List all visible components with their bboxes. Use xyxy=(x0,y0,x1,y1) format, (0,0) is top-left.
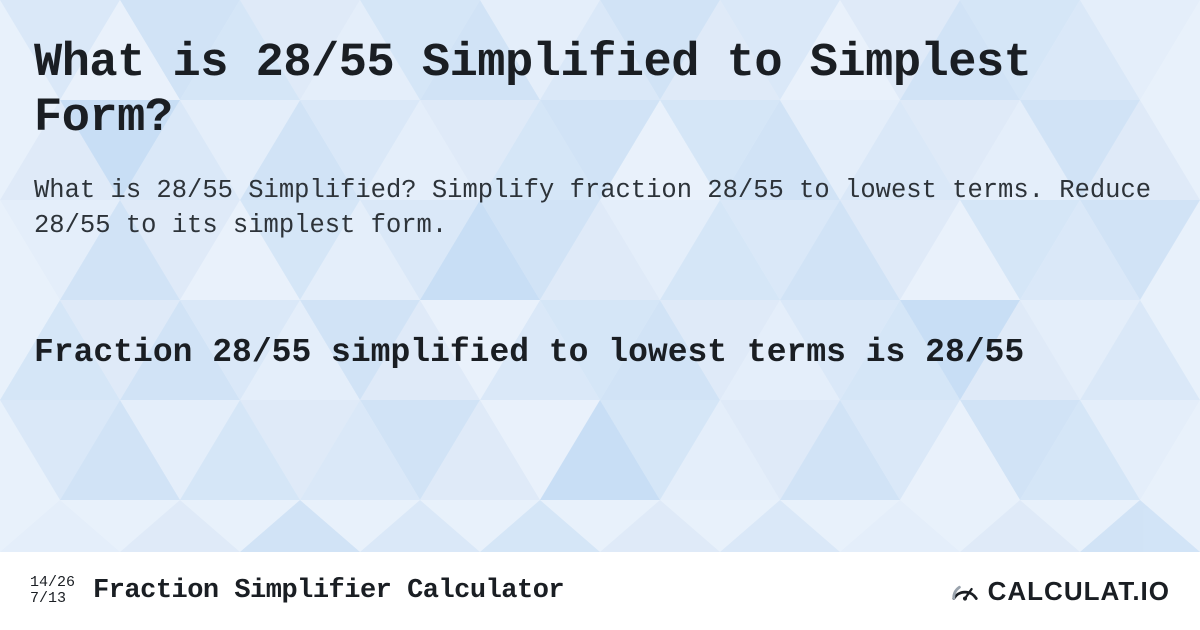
fraction-icon-top: 14/26 xyxy=(30,575,75,592)
footer-left: 14/26 7/13 Fraction Simplifier Calculato… xyxy=(30,575,564,608)
page-heading: What is 28/55 Simplified to Simplest For… xyxy=(34,36,1166,147)
footer-title: Fraction Simplifier Calculator xyxy=(93,576,564,606)
main-content: What is 28/55 Simplified to Simplest For… xyxy=(0,0,1200,375)
page-description: What is 28/55 Simplified? Simplify fract… xyxy=(34,173,1166,243)
footer-bar: 14/26 7/13 Fraction Simplifier Calculato… xyxy=(0,552,1200,630)
result-subheading: Fraction 28/55 simplified to lowest term… xyxy=(34,331,1166,375)
fraction-simplifier-icon: 14/26 7/13 xyxy=(30,575,75,608)
brand-gauge-icon xyxy=(950,576,980,606)
brand: CALCULAT.IO xyxy=(950,576,1170,607)
brand-text: CALCULAT.IO xyxy=(988,576,1170,607)
fraction-icon-bottom: 7/13 xyxy=(30,591,75,608)
